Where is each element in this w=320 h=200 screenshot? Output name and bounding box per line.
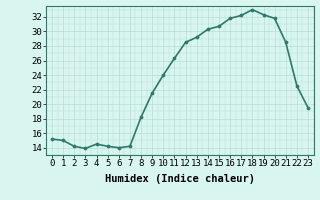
- X-axis label: Humidex (Indice chaleur): Humidex (Indice chaleur): [105, 174, 255, 184]
